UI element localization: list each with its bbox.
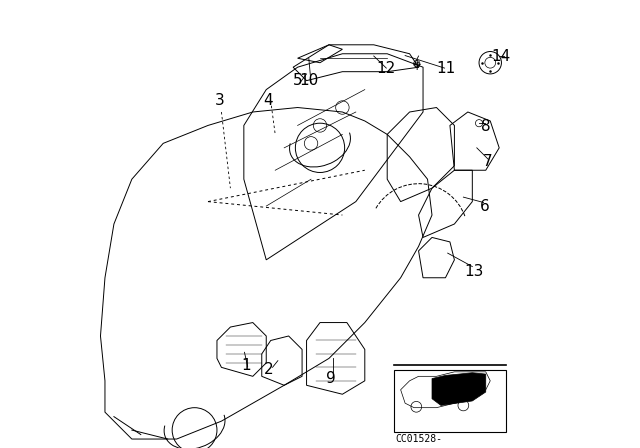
Text: φ: φ [413,60,420,70]
Text: 10: 10 [299,73,319,88]
Text: 2: 2 [264,362,273,377]
Text: CC01528-: CC01528- [396,434,442,444]
Text: 8: 8 [481,119,491,134]
Text: 14: 14 [491,49,510,65]
Text: 7: 7 [483,154,493,169]
Text: 3: 3 [214,93,224,108]
Text: 12: 12 [377,61,396,76]
Polygon shape [432,373,486,405]
Text: 4: 4 [264,93,273,108]
Text: 5: 5 [292,73,303,88]
Text: 9: 9 [326,371,336,386]
Text: 13: 13 [464,263,483,279]
Text: 1: 1 [241,358,251,373]
Text: 6: 6 [480,198,490,214]
Text: 11: 11 [436,61,456,76]
